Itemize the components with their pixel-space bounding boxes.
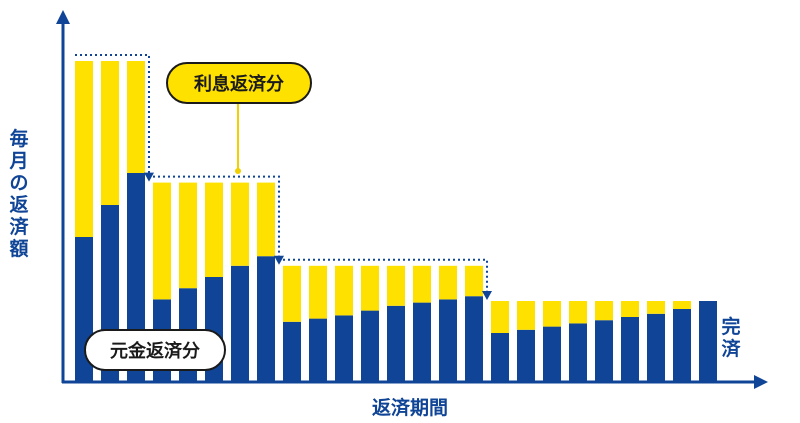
step-arrows-group [75,54,492,300]
bar-interest-6 [205,182,223,277]
bar-interest-17 [491,301,509,333]
bar-principal-16 [465,296,483,381]
bar-interest-1 [75,61,93,237]
bar-principal-14 [413,302,431,381]
bar-principal-8 [257,256,275,381]
step-arrow-head-3 [482,291,492,300]
bar-principal-13 [387,305,405,381]
bar-interest-7 [231,182,249,266]
interest-legend-callout: 利息返済分 [166,62,312,104]
bar-interest-11 [335,265,353,316]
bar-interest-23 [647,301,665,314]
x-axis-label: 返済期間 [371,397,448,419]
bar-interest-8 [257,182,275,257]
callout-connector-dot [235,168,241,174]
y-axis-arrowhead [56,10,70,24]
bar-principal-21 [595,320,613,381]
bar-interest-4 [153,182,171,300]
bar-principal-9 [283,321,301,381]
x-axis-arrowhead [754,375,768,389]
bar-interest-2 [101,61,119,205]
bar-principal-18 [517,329,535,381]
bar-principal-12 [361,310,379,381]
bar-interest-9 [283,265,301,322]
bar-interest-16 [465,265,483,297]
bar-principal-23 [647,313,665,381]
step-arrow-head-1 [144,172,154,182]
bar-interest-15 [439,265,457,300]
step-arrow-head-2 [274,255,284,265]
y-axis-label: 毎月の返済額 [9,128,29,260]
bar-interest-5 [179,182,197,289]
bar-principal-15 [439,299,457,381]
bar-principal-11 [335,315,353,381]
bar-interest-12 [361,265,379,311]
bar-principal-20 [569,323,587,381]
bar-principal-24 [673,309,691,381]
completion-label: 完済 [721,316,741,360]
bar-principal-25 [699,301,717,381]
step-arrow-line-2 [153,175,280,258]
bar-interest-13 [387,265,405,306]
bar-principal-10 [309,318,327,381]
bar-principal-17 [491,333,509,381]
bar-interest-19 [543,301,561,327]
bar-interest-10 [309,265,327,319]
bar-interest-3 [127,61,145,173]
bar-interest-24 [673,301,691,309]
step-arrow-line-3 [283,258,488,293]
bar-principal-7 [231,265,249,381]
bar-interest-20 [569,301,587,324]
bar-interest-22 [621,301,639,317]
bar-interest-21 [595,301,613,321]
bar-interest-14 [413,265,431,303]
bar-principal-22 [621,317,639,381]
bar-principal-19 [543,326,561,381]
principal-legend-callout: 元金返済分 [84,329,226,371]
bar-interest-18 [517,301,535,330]
